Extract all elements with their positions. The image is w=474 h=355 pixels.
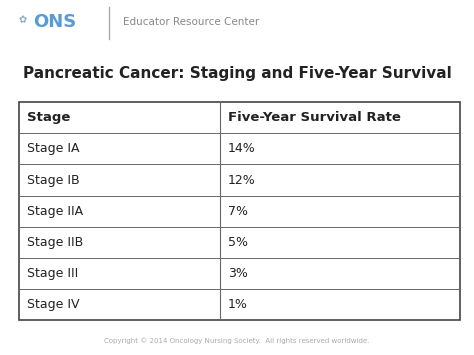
Text: Stage IA: Stage IA: [27, 142, 80, 155]
Text: 1%: 1%: [228, 298, 248, 311]
Text: Five-Year Survival Rate: Five-Year Survival Rate: [228, 111, 401, 124]
Text: Stage IIB: Stage IIB: [27, 236, 84, 249]
Text: 12%: 12%: [228, 174, 256, 186]
Bar: [19, 102, 460, 320]
Text: Pancreatic Cancer: Staging and Five-Year Survival: Pancreatic Cancer: Staging and Five-Year…: [23, 66, 451, 81]
Text: ✿: ✿: [19, 16, 27, 26]
Text: Stage IV: Stage IV: [27, 298, 80, 311]
Text: 7%: 7%: [228, 204, 248, 218]
Text: ONS: ONS: [33, 13, 76, 31]
Text: 3%: 3%: [228, 267, 248, 280]
Text: Stage III: Stage III: [27, 267, 79, 280]
Text: Copyright © 2014 Oncology Nursing Society.  All rights reserved worldwide.: Copyright © 2014 Oncology Nursing Societ…: [104, 338, 370, 344]
Text: Stage IB: Stage IB: [27, 174, 80, 186]
Text: Educator Resource Center: Educator Resource Center: [123, 17, 259, 27]
Text: Stage: Stage: [27, 111, 71, 124]
Text: 14%: 14%: [228, 142, 256, 155]
Text: 5%: 5%: [228, 236, 248, 249]
Text: Stage IIA: Stage IIA: [27, 204, 83, 218]
